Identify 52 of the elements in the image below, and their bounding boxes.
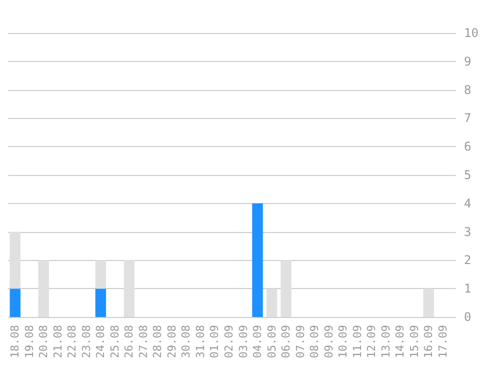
bar	[252, 203, 263, 317]
x-tick-label: 19.08	[22, 325, 36, 358]
x-tick-label: 26.08	[122, 325, 136, 358]
x-tick-label: 02.09	[222, 325, 236, 358]
x-tick-label: 04.09	[251, 325, 264, 358]
x-tick-label: 13.09	[379, 325, 392, 358]
bar	[10, 288, 20, 317]
x-tick-label: 20.08	[37, 325, 50, 358]
x-tick-label: 05.09	[265, 325, 278, 358]
bar	[10, 232, 20, 289]
y-tick-label: 5	[464, 168, 472, 182]
bar	[95, 260, 106, 289]
x-tick-label: 27.08	[136, 325, 150, 358]
y-tick-label: 10	[464, 26, 478, 40]
x-tick-label: 21.08	[51, 325, 64, 358]
y-tick-label: 6	[464, 140, 472, 154]
y-tick-label: 7	[464, 111, 472, 126]
bar	[95, 288, 106, 317]
x-tick-label: 07.09	[294, 325, 307, 358]
x-tick-label: 12.09	[365, 325, 378, 358]
x-tick-label: 08.09	[308, 325, 322, 358]
bar	[423, 288, 434, 317]
x-tick-label: 17.09	[436, 325, 450, 358]
y-tick-label: 0	[464, 310, 472, 324]
y-tick-label: 2	[464, 253, 472, 268]
x-tick-label: 10.09	[336, 325, 350, 358]
x-tick-label: 15.09	[408, 325, 421, 358]
y-tick-label: 9	[464, 54, 472, 68]
x-tick-label: 11.09	[350, 325, 364, 358]
x-tick-label: 25.08	[108, 325, 122, 358]
y-tick-label: 4	[464, 196, 472, 210]
bar	[280, 260, 292, 317]
x-tick-label: 03.09	[236, 325, 250, 358]
y-tick-label: 1	[464, 282, 472, 296]
x-tick-label: 24.08	[94, 325, 108, 358]
x-tick-label: 06.09	[280, 325, 293, 358]
y-tick-label: 8	[464, 82, 472, 97]
bar	[38, 260, 49, 317]
bar	[266, 288, 278, 317]
x-tick-label: 16.09	[422, 325, 436, 358]
x-tick-label: 01.09	[208, 325, 222, 358]
x-tick-label: 23.08	[80, 325, 93, 358]
x-tick-label: 18.08	[8, 325, 22, 358]
x-tick-label: 31.08	[194, 325, 207, 358]
bar	[124, 260, 135, 317]
x-tick-label: 30.08	[180, 325, 193, 358]
x-tick-label: 09.09	[322, 325, 336, 358]
x-tick-label: 14.09	[394, 325, 407, 358]
x-tick-label: 28.08	[151, 325, 164, 358]
x-tick-label: 29.08	[165, 325, 178, 358]
x-tick-label: 22.08	[66, 325, 79, 358]
y-tick-label: 3	[464, 224, 472, 239]
